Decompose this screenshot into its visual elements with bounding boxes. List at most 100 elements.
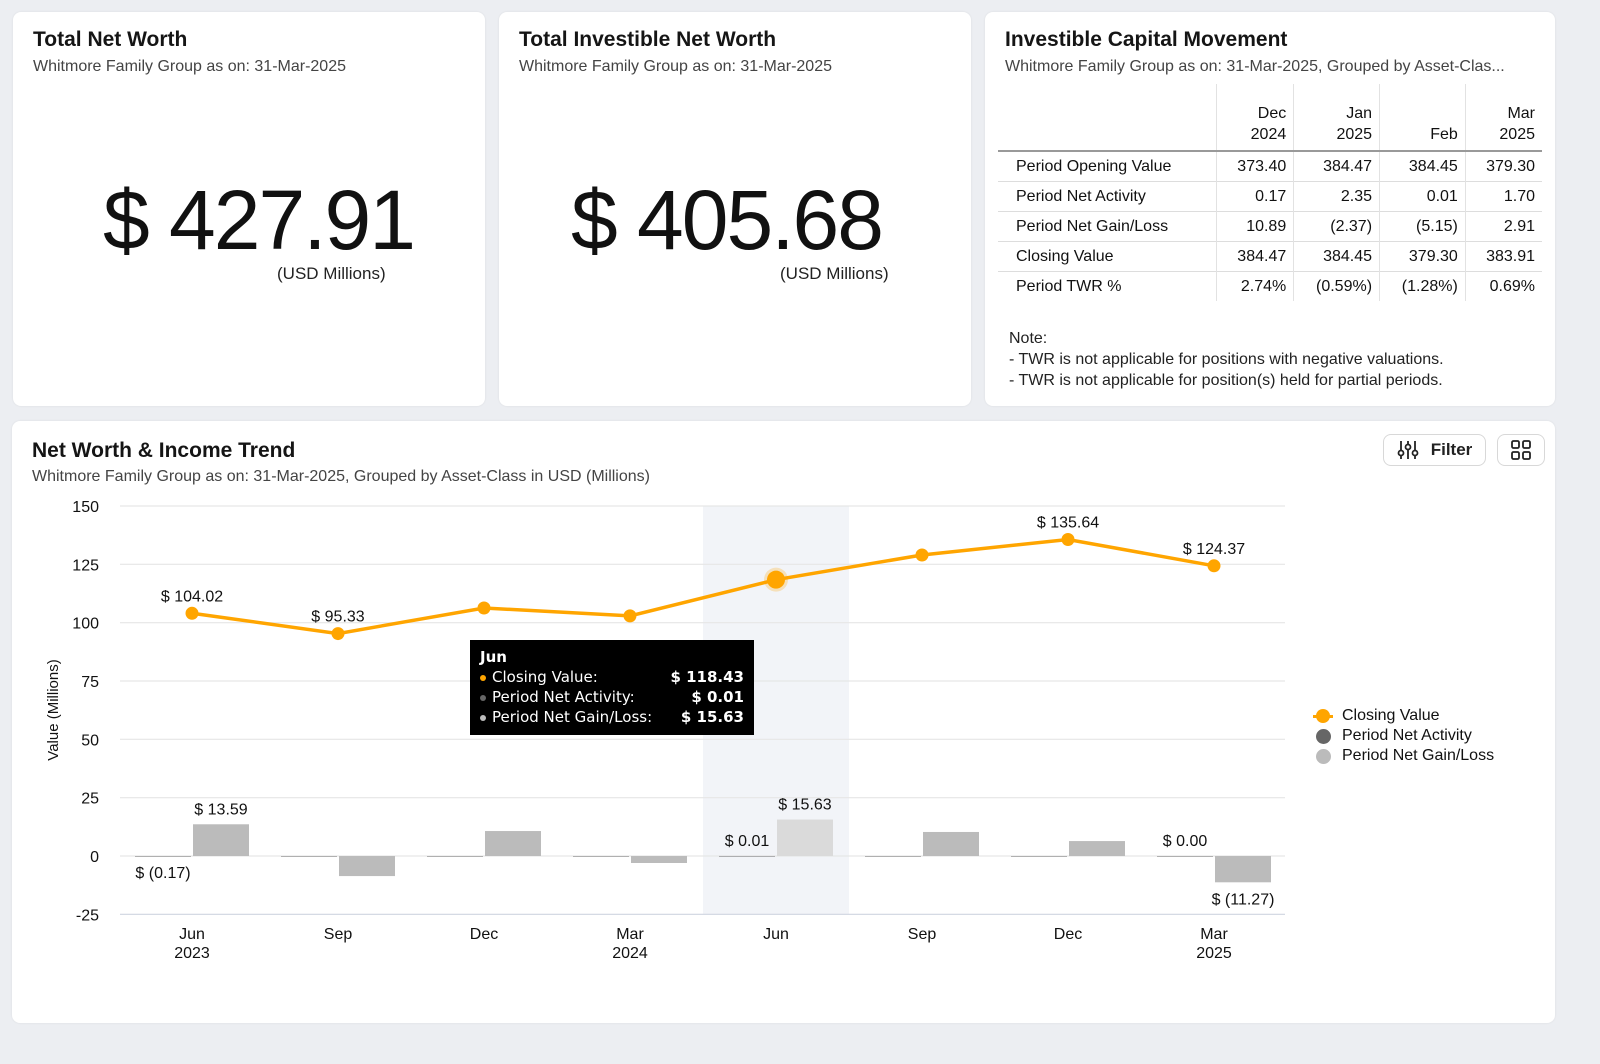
- x-tick-label: Mar: [616, 926, 644, 943]
- cell-value: (5.15): [1379, 211, 1466, 242]
- x-tick-label: 2023: [174, 945, 210, 962]
- column-header: Mar 2025: [1464, 84, 1542, 151]
- closing-value-point: [767, 570, 785, 589]
- legend-item[interactable]: Period Net Gain/Loss: [1313, 746, 1494, 766]
- gain-loss-bar: [1069, 841, 1125, 856]
- gain-loss-bar: [485, 831, 541, 856]
- legend-circle-marker-icon: [1313, 729, 1333, 744]
- legend-item[interactable]: Closing Value: [1313, 706, 1494, 726]
- layout-toggle-button[interactable]: [1497, 434, 1545, 466]
- column-header: Feb: [1379, 84, 1466, 151]
- gain-loss-bar: [193, 824, 249, 856]
- cell-value: (0.59%): [1293, 271, 1380, 301]
- column-header-line: 2025: [1336, 126, 1373, 143]
- card-subtitle: Whitmore Family Group as on: 31-Mar-2025…: [32, 468, 650, 485]
- y-tick-label: 25: [81, 791, 99, 808]
- column-header-line: 2025: [1499, 126, 1535, 143]
- cell-value: 2.91: [1464, 211, 1542, 242]
- series-dot-icon: [480, 674, 486, 681]
- cell-value: 2.35: [1293, 181, 1380, 212]
- gain-loss-data-label: $ (11.27): [1212, 891, 1275, 908]
- closing-value-data-label: $ 95.33: [311, 609, 364, 626]
- tooltip-row: Period Net Gain/Loss: $ 15.63: [480, 707, 744, 727]
- closing-value-point: [915, 548, 929, 562]
- card-title: Investible Capital Movement: [1005, 28, 1288, 51]
- closing-value-data-label: $ 104.02: [161, 588, 223, 605]
- card-title: Total Net Worth: [33, 28, 188, 51]
- cell-value: (1.28%): [1379, 271, 1466, 301]
- filter-label: Filter: [1430, 440, 1473, 459]
- closing-value-point: [1061, 533, 1075, 547]
- cell-value: 384.47: [1293, 151, 1380, 182]
- x-tick-label: Jun: [763, 926, 789, 943]
- legend-line-marker-icon: [1313, 709, 1333, 723]
- closing-value-data-label: $ 135.64: [1037, 515, 1099, 532]
- net-activity-bar: [1011, 856, 1067, 857]
- column-header-line: Dec: [1257, 105, 1287, 122]
- x-tick-label: 2024: [612, 945, 648, 962]
- y-tick-label: 150: [72, 499, 99, 516]
- legend-circle-marker-icon: [1313, 749, 1333, 764]
- card-title: Net Worth & Income Trend: [32, 439, 296, 462]
- cell-value: (2.37): [1293, 211, 1380, 242]
- y-tick-label: 125: [72, 557, 99, 574]
- y-tick-label: -25: [76, 907, 99, 924]
- card-subtitle: Whitmore Family Group as on: 31-Mar-2025: [33, 58, 346, 75]
- investible-value: $ 405.68: [571, 173, 884, 267]
- y-tick-label: 0: [90, 849, 99, 866]
- tooltip-title: Jun: [480, 648, 507, 666]
- card-title: Total Investible Net Worth: [519, 28, 777, 51]
- cell-value: 384.47: [1215, 241, 1294, 272]
- cell-value: 2.74%: [1215, 271, 1294, 301]
- closing-value-line: [191, 537, 1215, 636]
- net-activity-bar: [1157, 856, 1213, 857]
- x-tick-label: 2025: [1196, 945, 1232, 962]
- closing-value-point: [623, 609, 637, 623]
- x-tick-label: Sep: [908, 926, 937, 943]
- closing-value-point: [1207, 559, 1221, 573]
- column-header: Jan 2025: [1293, 84, 1380, 151]
- cell-value: 379.30: [1379, 241, 1466, 272]
- table-row: Closing Value 384.47 384.45 379.30 383.91: [998, 241, 1542, 272]
- series-dot-icon: [480, 694, 486, 701]
- legend-label: Period Net Activity: [1342, 727, 1472, 744]
- tooltip-row: Period Net Activity: $ 0.01: [480, 687, 744, 707]
- column-header-line: Mar: [1507, 105, 1535, 122]
- cell-value: 383.91: [1464, 241, 1542, 272]
- row-label: Period Opening Value: [1016, 157, 1172, 175]
- cell-value: 0.17: [1215, 181, 1294, 212]
- y-tick-label: 100: [72, 616, 99, 633]
- cell-value: 1.70: [1464, 181, 1542, 212]
- cell-value: 10.89: [1215, 211, 1294, 242]
- closing-value-point: [185, 606, 199, 620]
- gain-loss-data-label: $ 15.63: [778, 797, 831, 814]
- table-row: Period TWR % 2.74% (0.59%) (1.28%) 0.69%: [998, 271, 1542, 301]
- net-activity-data-label: $ (0.17): [135, 865, 190, 882]
- chart-legend: Closing Value Period Net Activity Period N…: [1313, 706, 1494, 766]
- cell-value: 0.69%: [1464, 271, 1542, 301]
- row-label: Period TWR %: [1016, 277, 1122, 295]
- row-label: Closing Value: [1016, 247, 1114, 265]
- tooltip-label: Period Net Activity:: [492, 688, 635, 706]
- tooltip-label: Closing Value:: [492, 668, 598, 686]
- tooltip-value: $ 15.63: [680, 708, 744, 726]
- closing-value-point: [477, 601, 491, 615]
- net-activity-bar: [573, 856, 629, 857]
- tooltip-label: Period Net Gain/Loss:: [492, 708, 653, 726]
- y-axis-label: Value (Millions): [45, 659, 62, 760]
- note-line: - TWR is not applicable for position(s) …: [1009, 372, 1443, 389]
- net-activity-data-label: $ 0.00: [1163, 833, 1208, 850]
- net-activity-bar: [427, 856, 483, 857]
- x-tick-label: Jun: [179, 926, 205, 943]
- table-row: Period Net Gain/Loss 10.89 (2.37) (5.15) 2.9…: [998, 211, 1542, 242]
- net-activity-bar: [281, 856, 337, 857]
- note-title: Note:: [1009, 330, 1048, 347]
- tooltip-value: $ 0.01: [691, 688, 744, 706]
- capital-movement-card: Investible Capital Movement Whitmore Fam…: [985, 12, 1555, 406]
- filter-button[interactable]: Filter: [1383, 434, 1486, 466]
- gain-loss-bar: [777, 819, 833, 856]
- note: Note: - TWR is not applicable for positi…: [1009, 328, 1444, 391]
- cell-value: 384.45: [1379, 151, 1466, 182]
- series-dot-icon: [480, 714, 486, 721]
- legend-item[interactable]: Period Net Activity: [1313, 726, 1494, 746]
